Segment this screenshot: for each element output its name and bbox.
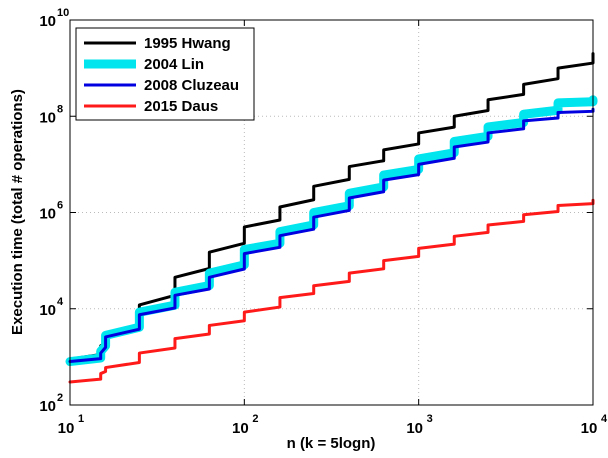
x-tick-base: 10 (581, 420, 598, 437)
x-tick-label: 10 3 (406, 413, 432, 437)
x-tick-label: 102 (232, 413, 258, 437)
series-layer (65, 52, 598, 384)
y-tick-exponent: 10 (57, 7, 69, 19)
legend-label: 2008 Cluzeau (144, 77, 239, 94)
series-line-3 (68, 107, 595, 364)
y-tick-exponent: 4 (57, 296, 64, 308)
axis-ticks (69, 19, 594, 406)
y-tick-base: 10 (39, 13, 56, 30)
y-tick-exponent: 8 (57, 103, 63, 115)
x-tick-label: 104 (581, 413, 608, 437)
legend-label: 2004 Lin (144, 56, 204, 73)
series-line-4 (68, 198, 595, 384)
y-tick-base: 10 (39, 398, 56, 415)
x-tick-label: 101 (58, 413, 84, 437)
legend-label: 2015 Daus (144, 98, 218, 115)
y-tick-label: 10 6 (39, 200, 63, 223)
legend-label: 1995 Hwang (144, 35, 231, 52)
x-tick-exponent: 4 (601, 413, 608, 425)
x-tick-base: 10 (58, 420, 75, 437)
y-axis-label: Execution time (total # operations) (9, 89, 26, 335)
y-tick-base: 10 (39, 302, 56, 319)
x-tick-exponent: 2 (252, 413, 258, 425)
x-tick-base: 10 (232, 420, 249, 437)
x-tick-exponent: 3 (427, 413, 433, 425)
x-tick-base: 10 (406, 420, 423, 437)
y-tick-base: 10 (39, 206, 56, 223)
y-tick-label: 10 2 (39, 392, 63, 415)
y-tick-base: 10 (39, 109, 56, 126)
y-tick-label: 10 8 (39, 103, 63, 126)
x-tick-exponent: 1 (78, 413, 84, 425)
y-tick-exponent: 6 (57, 200, 63, 212)
y-tick-label: 10 10 (39, 7, 69, 30)
x-axis-label: n (k = 5logn) (287, 435, 376, 452)
legend: 1995 Hwang 2004 Lin 2008 Cluzeau 2015 Daus (75, 27, 255, 121)
y-tick-label: 10 4 (39, 296, 64, 319)
y-tick-exponent: 2 (57, 392, 63, 404)
